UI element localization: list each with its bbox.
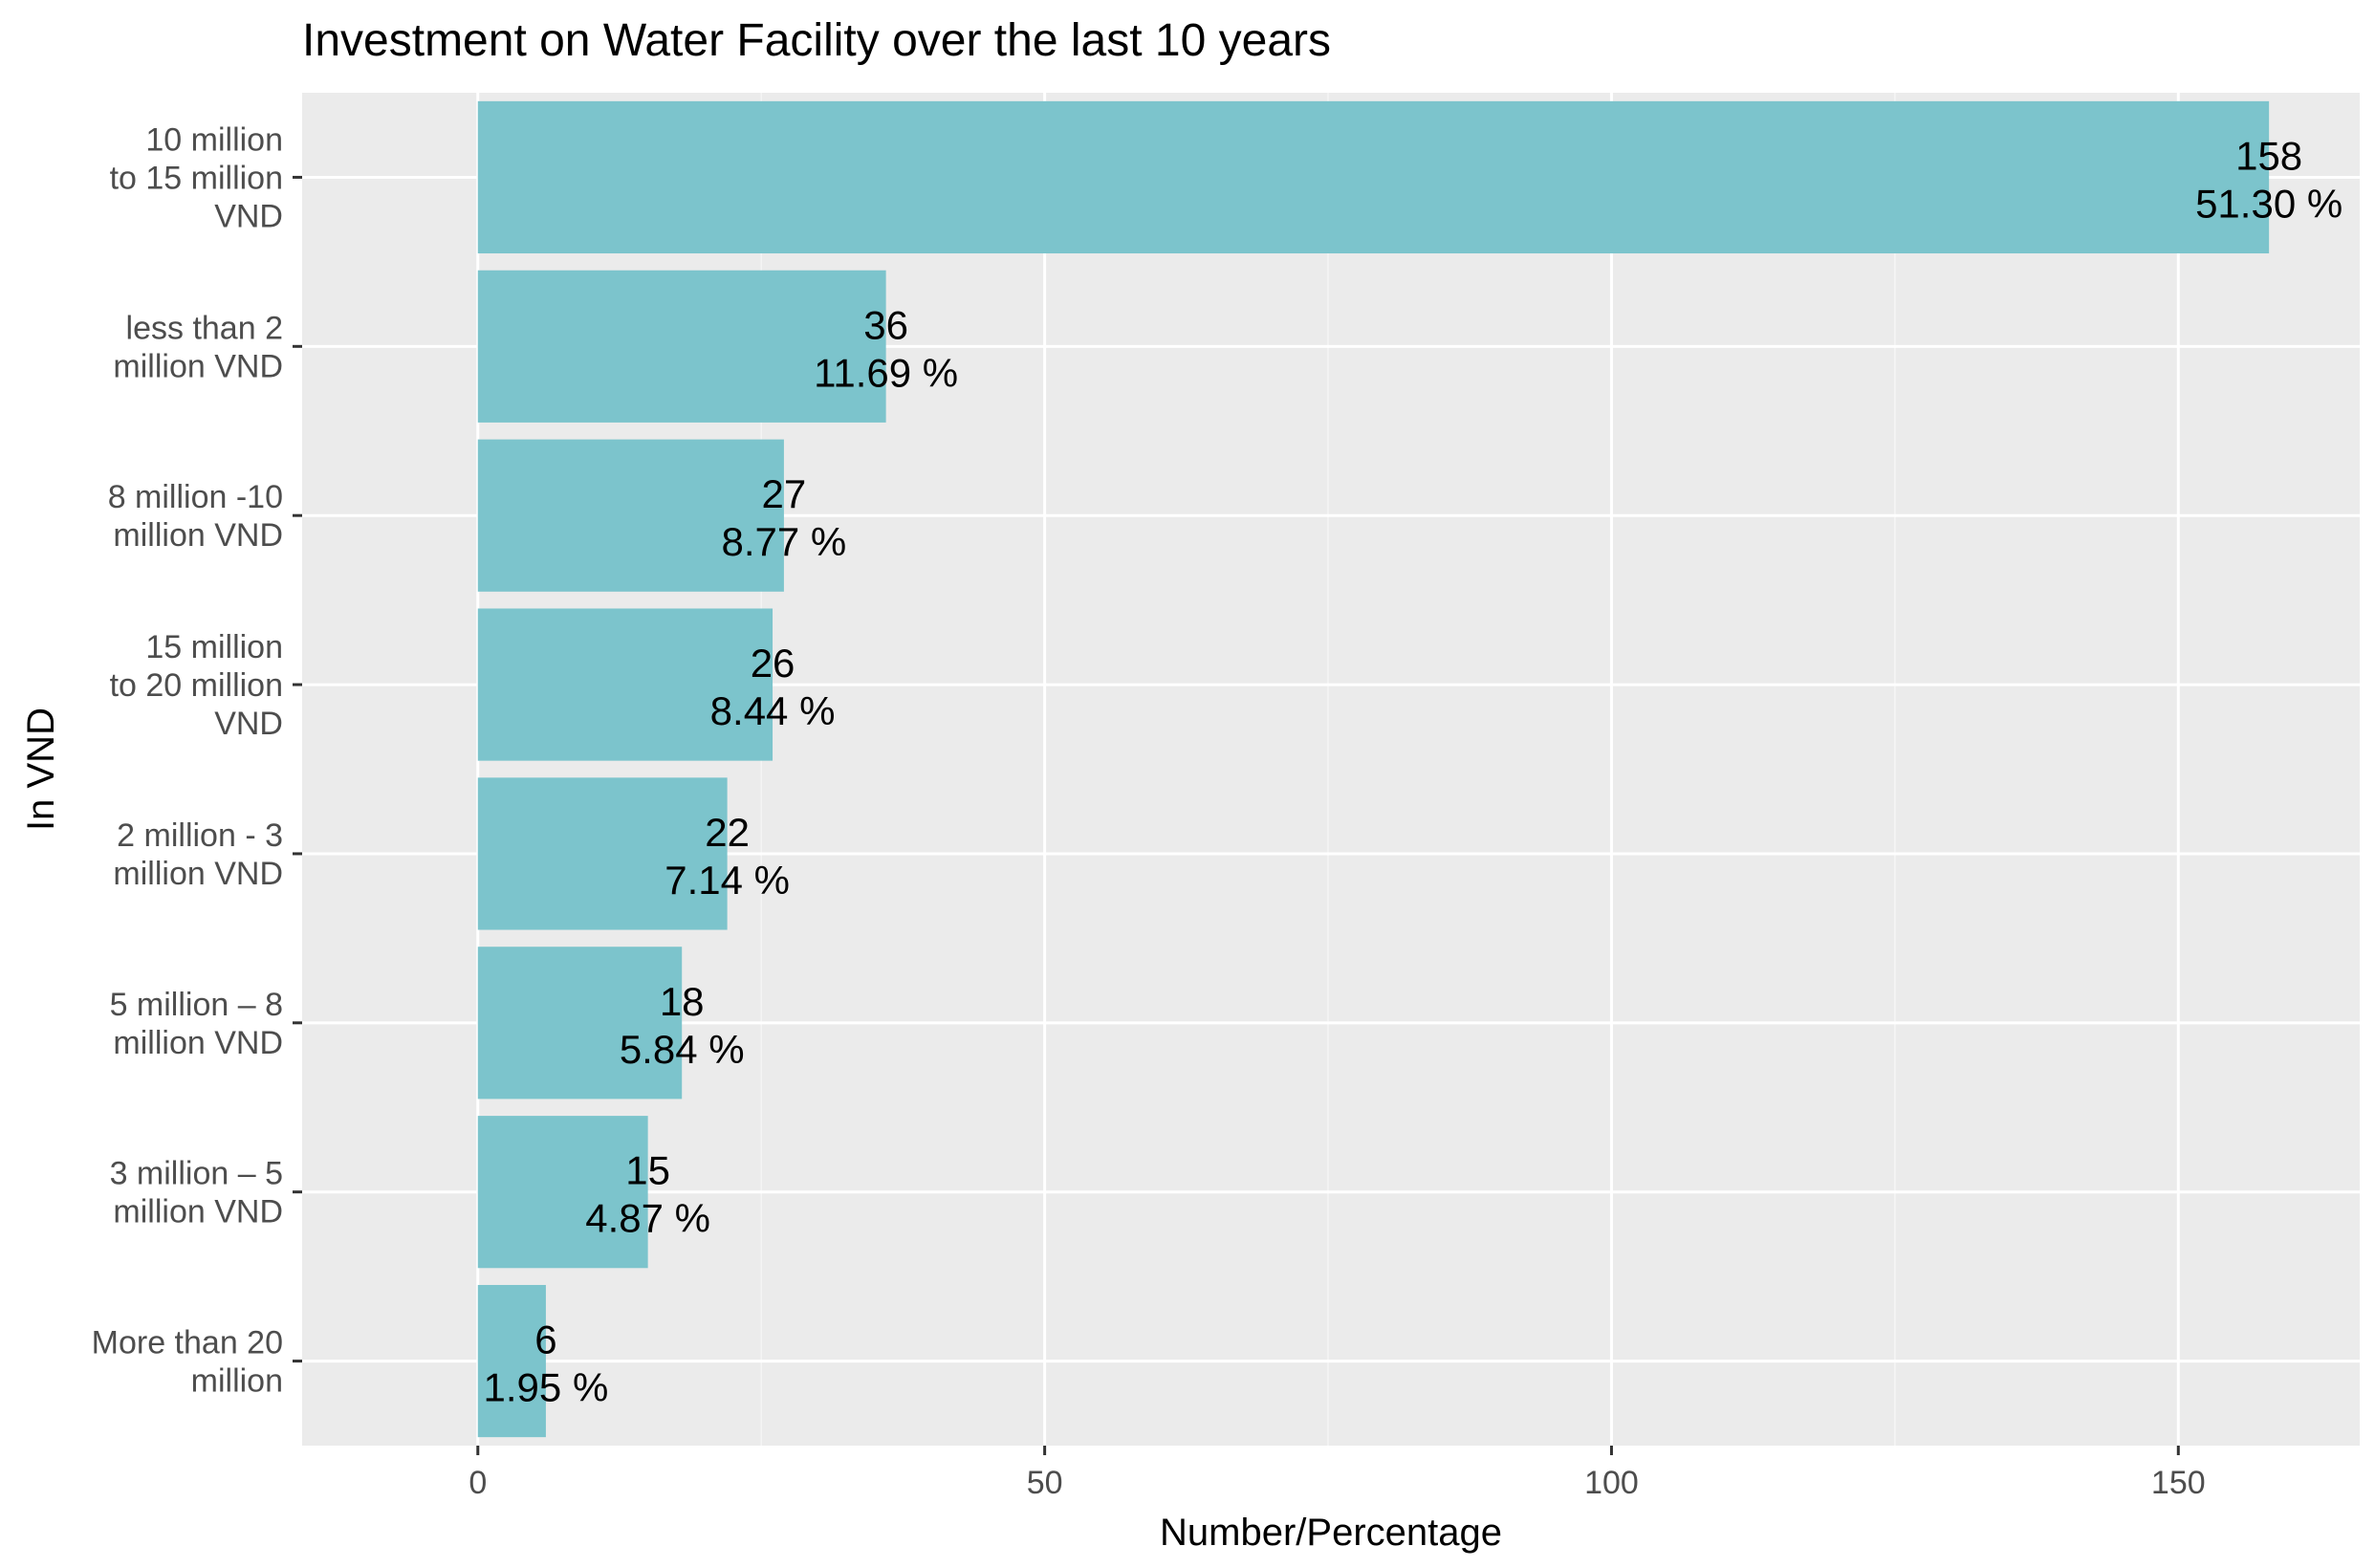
- x-axis-title: Number/Percentage: [1160, 1512, 1502, 1554]
- y-tick-label: 2 million - 3 million VND: [113, 817, 283, 892]
- y-tick-label: 8 million -10 million VND: [108, 479, 283, 554]
- data-label-count: 158: [2235, 133, 2302, 178]
- y-tick-label: 10 million to 15 million VND: [110, 121, 283, 234]
- y-tick-label: less than 2 million VND: [113, 310, 283, 384]
- data-label-count: 26: [751, 641, 795, 686]
- bar: [477, 947, 683, 1100]
- data-label-percent: 5.84 %: [620, 1027, 745, 1072]
- data-label-percent: 8.77 %: [722, 519, 847, 564]
- data-label-percent: 11.69 %: [814, 350, 958, 395]
- bar: [477, 1284, 546, 1438]
- y-tick-label: More than 20 million: [92, 1325, 283, 1400]
- x-tick-label: 150: [2151, 1465, 2206, 1501]
- data-label-count: 22: [705, 810, 750, 855]
- chart-title: Investment on Water Facility over the la…: [302, 15, 1331, 66]
- y-tick-label: 15 million to 20 million VND: [110, 629, 283, 742]
- data-label-percent: 7.14 %: [665, 858, 790, 903]
- data-label-percent: 1.95 %: [484, 1365, 609, 1410]
- x-tick-label: 0: [468, 1465, 487, 1501]
- bar-layer: [477, 100, 2270, 1438]
- bar: [477, 777, 728, 930]
- data-label-count: 6: [534, 1318, 556, 1362]
- bar: [477, 439, 784, 592]
- data-label-count: 18: [660, 979, 705, 1024]
- x-tick-label: 50: [1027, 1465, 1063, 1501]
- y-tick-label: 5 million – 8 million VND: [110, 987, 283, 1061]
- data-label-percent: 8.44 %: [710, 688, 836, 733]
- data-label-count: 27: [762, 471, 807, 516]
- y-axis: 10 million to 15 million VND less than 2 mil…: [92, 121, 302, 1400]
- data-label-count: 36: [863, 302, 908, 347]
- bar: [477, 608, 774, 761]
- x-tick-label: 100: [1584, 1465, 1639, 1501]
- data-label-percent: 51.30 %: [2195, 181, 2342, 226]
- y-axis-title: In VND: [20, 708, 62, 831]
- bar: [477, 270, 886, 423]
- x-axis: 0 50 100 150: [468, 1446, 2206, 1501]
- bar: [477, 1116, 648, 1269]
- data-label-count: 15: [625, 1148, 670, 1193]
- y-tick-label: 3 million – 5 million VND: [110, 1156, 283, 1230]
- data-label-percent: 4.87 %: [585, 1196, 710, 1241]
- bar: [477, 100, 2270, 254]
